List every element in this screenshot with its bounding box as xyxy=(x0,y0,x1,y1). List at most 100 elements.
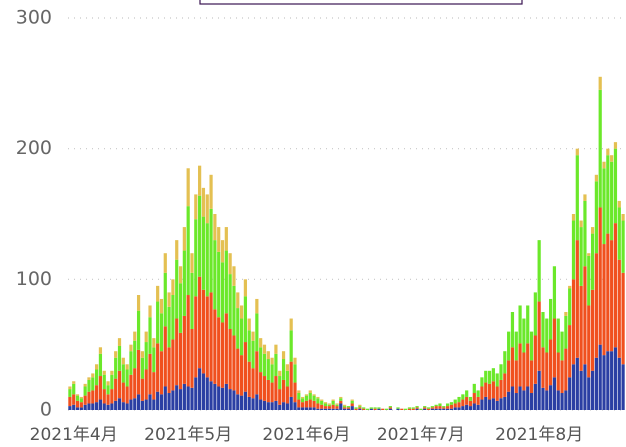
bar-segment xyxy=(610,161,614,241)
bar-segment xyxy=(205,223,209,297)
bar-segment xyxy=(228,328,232,390)
bar-segment xyxy=(110,370,114,375)
bar-segment xyxy=(331,399,335,401)
bar-segment xyxy=(236,308,240,349)
bar-segment xyxy=(602,355,606,410)
bar-segment xyxy=(518,343,522,387)
bar-segment xyxy=(323,402,328,404)
bar-segment xyxy=(87,403,91,410)
bar-segment xyxy=(621,220,625,273)
bar-segment xyxy=(83,386,87,396)
bar-segment xyxy=(239,318,244,356)
bar-segment xyxy=(297,407,301,410)
bar-segment xyxy=(243,279,248,297)
bar-segment xyxy=(79,407,83,410)
bar-segment xyxy=(228,389,232,410)
bar-segment xyxy=(236,348,240,395)
bar-segment xyxy=(75,395,80,401)
bar-segment xyxy=(598,207,602,345)
bar-segment xyxy=(72,394,76,405)
bar-segment xyxy=(156,285,160,302)
bar-segment xyxy=(617,259,621,358)
bar-segment xyxy=(613,347,618,410)
bar-segment xyxy=(140,378,144,401)
bar-segment xyxy=(468,396,473,401)
bar-segment xyxy=(594,357,598,410)
bar-segment xyxy=(159,394,164,410)
bar-segment xyxy=(178,266,183,284)
bar-segment xyxy=(564,315,568,349)
bar-segment xyxy=(606,351,610,410)
bar-segment xyxy=(434,406,438,409)
bar-segment xyxy=(339,403,343,410)
bar-segment xyxy=(568,377,572,410)
bar-segment xyxy=(495,386,499,401)
bar-segment xyxy=(274,400,278,410)
bar-segment xyxy=(583,364,587,410)
bar-segment xyxy=(575,357,579,410)
bar-segment xyxy=(308,390,312,394)
bar-segment xyxy=(159,313,164,352)
bar-segment xyxy=(537,240,541,302)
bar-segment xyxy=(499,379,503,399)
bar-segment xyxy=(415,406,419,408)
bar-segment xyxy=(526,343,530,387)
bar-segment xyxy=(445,406,450,409)
bar-segment xyxy=(274,376,278,401)
bar-segment xyxy=(537,370,541,410)
bar-segment xyxy=(400,408,404,410)
bar-segment xyxy=(377,407,381,409)
bar-segment xyxy=(381,408,385,410)
bar-segment xyxy=(262,400,267,410)
bar-segment xyxy=(228,253,232,275)
bar-segment xyxy=(468,400,473,407)
bar-segment xyxy=(549,339,553,386)
bar-segment xyxy=(423,406,427,408)
bar-segment xyxy=(491,398,495,410)
bar-segment xyxy=(259,347,263,373)
bar-segment xyxy=(373,407,377,409)
bar-segment xyxy=(320,408,324,410)
bar-segment xyxy=(507,391,511,410)
bar-segment xyxy=(117,338,122,346)
bar-segment xyxy=(239,305,244,319)
bar-segment xyxy=(205,377,209,410)
bar-segment xyxy=(476,396,480,405)
bar-segment xyxy=(468,406,473,410)
bar-segment xyxy=(503,396,507,410)
bar-segment xyxy=(259,372,263,400)
bar-segment xyxy=(449,402,454,405)
bar-segment xyxy=(358,407,362,409)
bar-segment xyxy=(281,379,286,403)
bar-segment xyxy=(278,389,282,405)
bar-segment xyxy=(503,373,507,397)
bar-segment xyxy=(178,283,183,333)
bar-segment xyxy=(209,292,213,382)
bar-segment xyxy=(171,295,175,340)
bar-segment xyxy=(201,289,206,374)
bar-segment xyxy=(281,359,286,380)
bar-segment xyxy=(289,318,293,331)
bar-segment xyxy=(110,389,114,404)
bar-segment xyxy=(156,343,160,392)
bar-segment xyxy=(362,407,366,409)
bar-segment xyxy=(251,398,255,410)
bar-segment xyxy=(602,168,606,245)
bar-segment xyxy=(342,404,347,407)
bar-segment xyxy=(117,398,122,410)
bar-segment xyxy=(320,400,324,405)
bar-segment xyxy=(217,227,221,252)
bar-segment xyxy=(346,408,351,410)
bar-segment xyxy=(358,408,362,410)
bar-segment xyxy=(72,404,76,410)
bar-segment xyxy=(537,301,541,371)
bar-segment xyxy=(178,389,183,410)
bar-segment xyxy=(121,357,125,365)
bar-segment xyxy=(163,272,167,327)
bar-segment xyxy=(133,331,137,341)
bar-segment xyxy=(472,403,476,410)
bar-segment xyxy=(590,370,595,410)
bar-segment xyxy=(98,376,103,400)
bar-segment xyxy=(423,408,427,410)
bar-segment xyxy=(190,387,194,410)
